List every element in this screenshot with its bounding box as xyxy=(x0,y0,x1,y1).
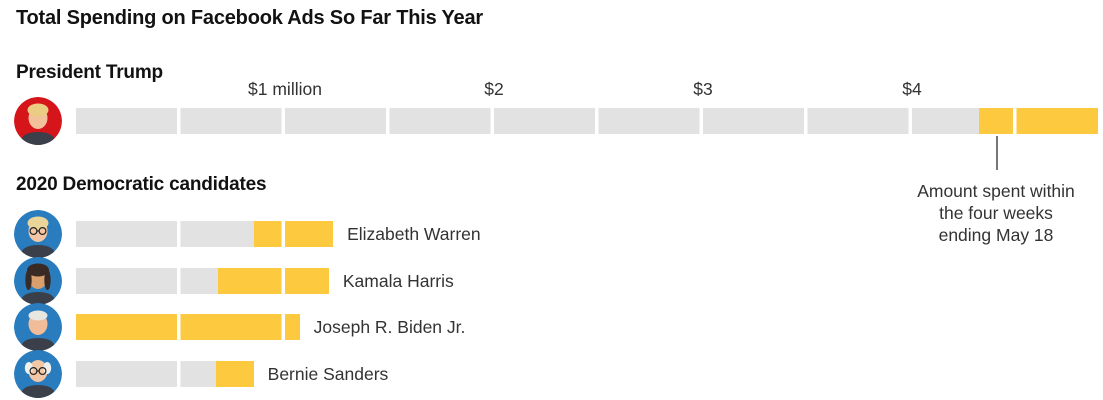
x-axis-tick-label: $4 xyxy=(902,79,922,99)
candidate-name-label: Elizabeth Warren xyxy=(347,224,481,244)
annotation-text: Amount spent within the four weeks endin… xyxy=(896,180,1096,246)
annotation-line-1: Amount spent within xyxy=(917,181,1075,201)
x-axis-tick-label: $2 xyxy=(484,79,504,99)
spending-bar xyxy=(76,314,300,340)
chart-title: Total Spending on Facebook Ads So Far Th… xyxy=(16,7,483,29)
spending-bar xyxy=(76,108,1098,134)
spending-bar xyxy=(76,361,254,387)
bar-segment-gaps xyxy=(76,108,1098,134)
annotation-line-3: ending May 18 xyxy=(938,225,1054,245)
bar-segment-gaps xyxy=(76,268,329,294)
section-header-trump: President Trump xyxy=(16,62,163,83)
bar-segment-gaps xyxy=(76,361,254,387)
avatar xyxy=(14,257,62,305)
avatar xyxy=(14,303,62,351)
annotation-line-2: the four weeks xyxy=(939,203,1053,223)
candidate-name-label: Bernie Sanders xyxy=(267,364,389,384)
bar-segment-gaps xyxy=(76,314,300,340)
avatar xyxy=(14,97,62,145)
x-axis-tick-label: $3 xyxy=(693,79,713,99)
candidate-name-label: Joseph R. Biden Jr. xyxy=(313,317,466,337)
bar-segment-gaps xyxy=(76,221,334,247)
avatar xyxy=(14,350,62,398)
x-axis-tick-label: $1 million xyxy=(248,79,322,99)
annotation-pointer-line xyxy=(996,136,998,170)
spending-bar xyxy=(76,268,329,294)
candidate-name-label: Kamala Harris xyxy=(342,271,454,291)
avatar xyxy=(14,210,62,258)
spending-bar xyxy=(76,221,334,247)
section-header-democrats: 2020 Democratic candidates xyxy=(16,174,267,195)
